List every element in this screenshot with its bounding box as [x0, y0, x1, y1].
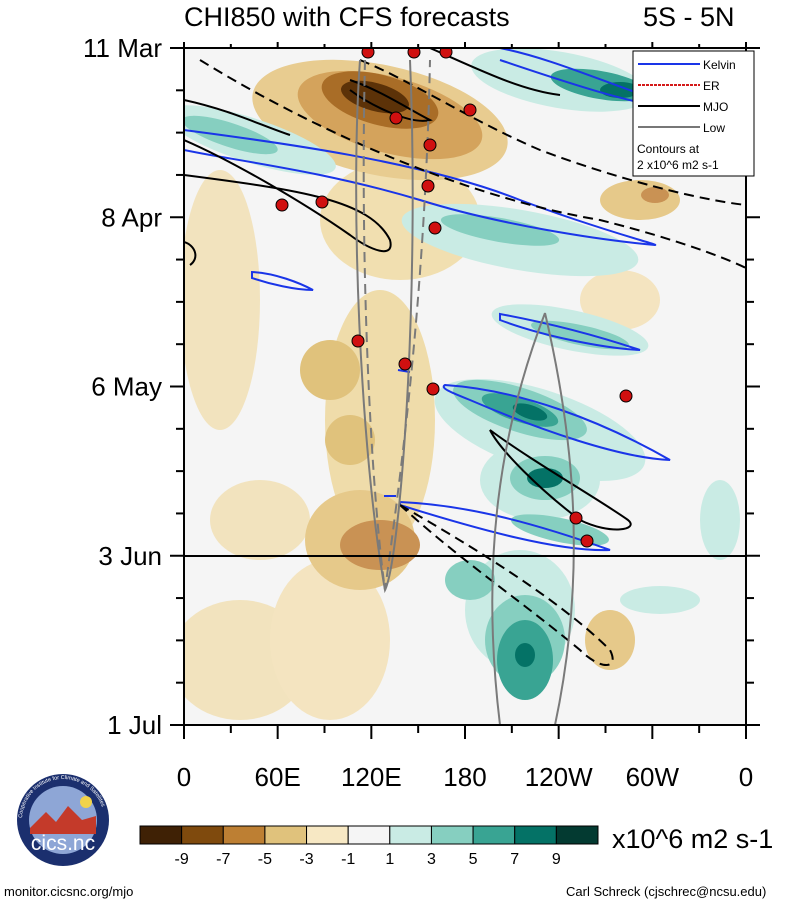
tropical-cyclone-markers — [275, 48, 633, 548]
cicsnc-logo: cics.nc Cooperative Institute for Climat… — [17, 774, 109, 866]
colorbar-label: 5 — [469, 851, 478, 868]
legend-note: 2 x10^6 m2 s-1 — [637, 158, 719, 172]
colorbar-label: -1 — [341, 851, 355, 868]
colorbar-swatch — [222, 825, 266, 845]
x-tick-label: 180 — [443, 762, 486, 792]
legend-box — [632, 50, 755, 177]
colorbar-swatch — [347, 825, 391, 845]
chart-title: CHI850 with CFS forecasts — [184, 2, 510, 32]
colorbar-swatch — [514, 825, 557, 845]
kelvin-contours — [184, 48, 691, 552]
colorbar-swatch — [555, 825, 599, 845]
colorbar-label: 3 — [427, 851, 436, 868]
colorbar-label: -7 — [216, 851, 230, 868]
colorbar-swatch — [264, 825, 308, 845]
y-tick-label: 6 May — [91, 372, 162, 402]
anomaly-field — [184, 48, 740, 720]
y-axis: 11 Mar 8 Apr 6 May 3 Jun 1 Jul — [83, 33, 760, 740]
low-dashed-contours — [362, 59, 431, 591]
plot-area — [184, 48, 746, 725]
legend-label: Low — [703, 121, 725, 135]
legend-label: MJO — [703, 100, 728, 114]
colorbar-units: x10^6 m2 s-1 — [612, 824, 774, 854]
colorbar-swatch — [472, 825, 516, 845]
legend-label: Kelvin — [703, 58, 736, 72]
colorbar-label: -3 — [299, 851, 313, 868]
legend-note: Contours at — [637, 142, 700, 156]
logo-text: cics.nc — [31, 832, 95, 855]
x-tick-label: 0 — [739, 762, 753, 792]
footer-credit: Carl Schreck (cjschrec@ncsu.edu) — [566, 884, 767, 899]
x-tick-label: 60W — [626, 762, 680, 792]
colorbar-label: 1 — [385, 851, 394, 868]
legend-label: ER — [703, 79, 720, 93]
region-label: 5S - 5N — [643, 2, 735, 32]
y-tick-label: 8 Apr — [101, 202, 162, 232]
x-tick-label: 0 — [177, 762, 191, 792]
mjo-dashed-contours — [199, 59, 746, 666]
y-tick-label: 11 Mar — [83, 33, 162, 63]
colorbar-label: -5 — [258, 851, 272, 868]
colorbar-swatch — [389, 825, 432, 845]
x-tick-label: 60E — [255, 762, 301, 792]
colorbar-label: 9 — [552, 851, 561, 868]
y-tick-label: 3 Jun — [98, 541, 162, 571]
x-axis: 0 60E 120E 180 120W 60W 0 — [177, 42, 753, 792]
colorbar-label: 7 — [510, 851, 519, 868]
footer-url: monitor.cicsnc.org/mjo — [4, 884, 134, 899]
x-tick-label: 120W — [525, 762, 593, 792]
y-tick-label: 1 Jul — [107, 710, 162, 740]
x-tick-label: 120E — [341, 762, 402, 792]
colorbar-label: -9 — [175, 851, 189, 868]
colorbar-swatch — [306, 825, 349, 845]
colorbar-swatch — [430, 825, 474, 845]
colorbar-swatch — [139, 825, 183, 845]
colorbar: -9 -7 -5 -3 -1 1 3 5 7 9 — [139, 825, 599, 868]
colorbar-swatch — [181, 825, 224, 845]
